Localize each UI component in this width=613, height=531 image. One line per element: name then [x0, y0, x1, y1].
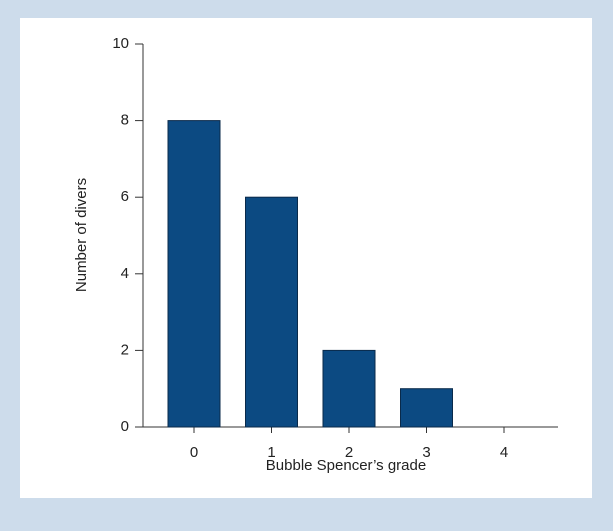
bar — [400, 388, 453, 428]
x-tick-label: 1 — [267, 444, 275, 461]
y-tick-label: 4 — [121, 265, 129, 282]
x-tick-label: 4 — [500, 444, 508, 461]
x-axis-label: Bubble Spencer’s grade — [266, 457, 426, 474]
y-tick-label: 6 — [121, 188, 129, 205]
x-tick-label: 3 — [422, 444, 430, 461]
y-tick-label: 2 — [121, 341, 129, 358]
y-tick-label: 10 — [112, 35, 129, 52]
x-tick-label: 0 — [190, 444, 198, 461]
y-tick-label: 0 — [121, 418, 129, 435]
chart-panel — [20, 18, 592, 498]
bar — [322, 349, 376, 428]
bar — [245, 196, 298, 428]
bar — [167, 120, 221, 428]
y-tick-label: 8 — [121, 112, 129, 129]
x-tick-label: 2 — [345, 444, 353, 461]
y-axis-label: Number of divers — [73, 178, 90, 292]
